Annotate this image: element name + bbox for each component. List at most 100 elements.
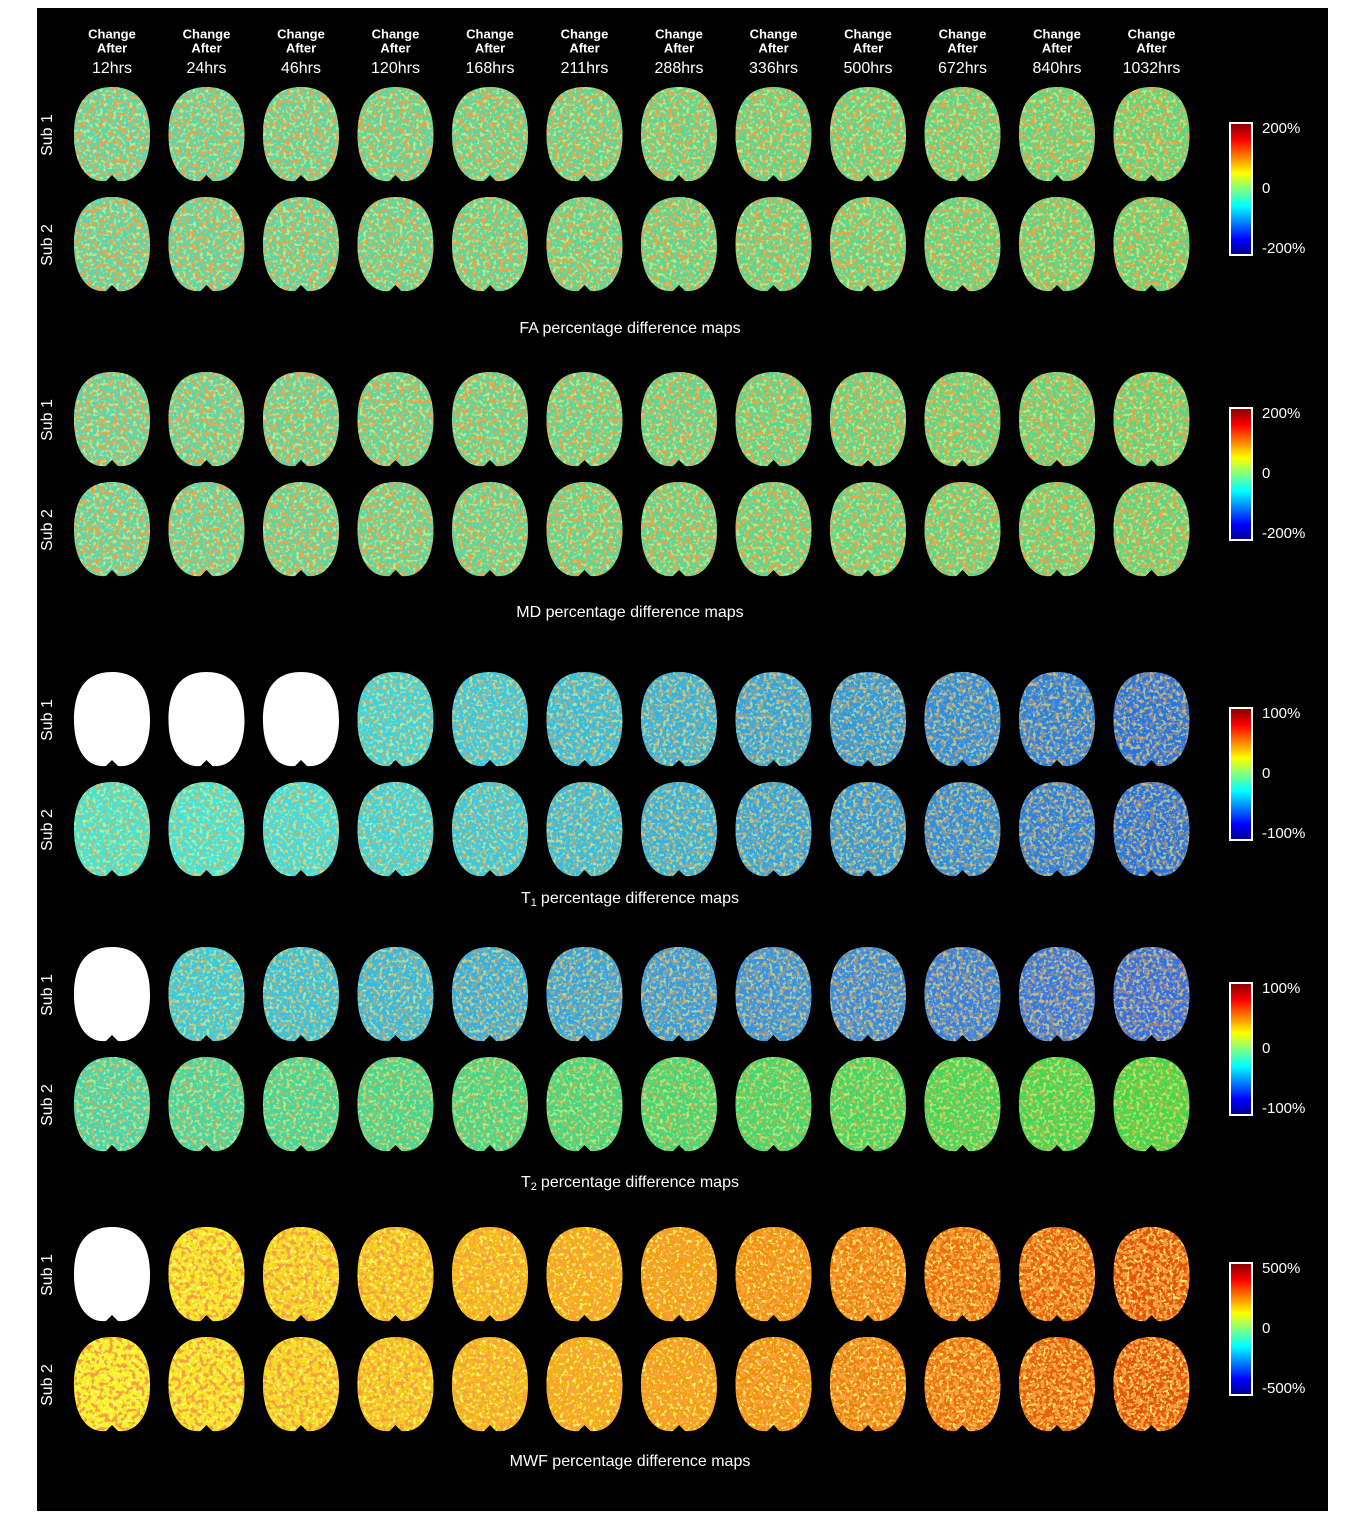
brain-speckle	[736, 482, 812, 576]
brain-map	[1019, 87, 1095, 181]
brain-map	[925, 482, 1001, 576]
brain-speckle	[358, 1057, 434, 1151]
brain-map	[736, 197, 812, 291]
brain-speckle	[641, 87, 717, 181]
brain-speckle	[169, 482, 245, 576]
brain-speckle	[1114, 947, 1190, 1041]
brain-speckle	[736, 87, 812, 181]
brain-map	[830, 87, 906, 181]
brain-speckle	[169, 1337, 245, 1431]
brain-speckle	[1019, 482, 1095, 576]
brain-speckle	[1019, 1057, 1095, 1151]
brain-speckle	[641, 672, 717, 766]
brain-speckle	[736, 1227, 812, 1321]
brain-map	[74, 372, 150, 466]
brain-speckle	[74, 197, 150, 291]
brain-speckle	[736, 782, 812, 876]
brain-map	[641, 782, 717, 876]
brain-speckle	[547, 87, 623, 181]
column-time: 500hrs	[844, 60, 893, 77]
brain-map	[830, 1057, 906, 1151]
brain-map	[925, 87, 1001, 181]
brain-map	[641, 372, 717, 466]
brain-speckle	[1019, 672, 1095, 766]
brain-map	[452, 947, 528, 1041]
caption-subscript: 1	[531, 897, 537, 909]
brain-map	[736, 947, 812, 1041]
brain-map	[641, 197, 717, 291]
colorbar-label: 100%	[1262, 980, 1300, 997]
brain-map	[263, 372, 339, 466]
colorbar-label: -100%	[1262, 825, 1305, 842]
brain-speckle	[641, 482, 717, 576]
colorbar	[1230, 1263, 1252, 1395]
brain-map	[263, 672, 339, 766]
colorbar-label: 200%	[1262, 120, 1300, 137]
brain-map	[263, 482, 339, 576]
brain-map	[925, 782, 1001, 876]
colorbar-label: 0	[1262, 1320, 1270, 1337]
caption-text: percentage difference maps	[541, 890, 739, 907]
brain-map	[736, 87, 812, 181]
brain-speckle	[736, 672, 812, 766]
brain-speckle	[641, 1057, 717, 1151]
column-header: Change	[750, 26, 798, 41]
brain-map	[1114, 672, 1190, 766]
brain-speckle	[641, 1227, 717, 1321]
brain-speckle	[263, 782, 339, 876]
column-header: Change	[466, 26, 514, 41]
brain-speckle	[925, 372, 1001, 466]
colorbar-label: 0	[1262, 765, 1270, 782]
brain-speckle	[263, 1227, 339, 1321]
brain-mask	[74, 1227, 150, 1321]
column-time: 24hrs	[186, 60, 226, 77]
colorbar-label: -500%	[1262, 1380, 1305, 1397]
column-header: Change	[372, 26, 420, 41]
colorbar	[1230, 123, 1252, 255]
brain-map	[358, 1337, 434, 1431]
brain-speckle	[169, 1227, 245, 1321]
brain-speckle	[925, 1057, 1001, 1151]
brain-map	[452, 1337, 528, 1431]
column-header: Change	[655, 26, 703, 41]
column-time: 120hrs	[371, 60, 420, 77]
colorbar-label: 200%	[1262, 405, 1300, 422]
brain-map	[830, 947, 906, 1041]
brain-map	[1114, 1227, 1190, 1321]
brain-speckle	[641, 197, 717, 291]
brain-map	[74, 1057, 150, 1151]
brain-speckle	[358, 197, 434, 291]
column-header: Change	[88, 26, 136, 41]
brain-map	[641, 1337, 717, 1431]
row-label: Sub 2	[39, 509, 56, 551]
brain-speckle	[74, 482, 150, 576]
brain-speckle	[452, 482, 528, 576]
brain-speckle	[263, 1337, 339, 1431]
brain-map	[1114, 1057, 1190, 1151]
brain-speckle	[1114, 197, 1190, 291]
brain-speckle	[641, 947, 717, 1041]
brain-map	[641, 672, 717, 766]
brain-speckle	[358, 1337, 434, 1431]
brain-map	[74, 782, 150, 876]
brain-speckle	[547, 197, 623, 291]
brain-map	[925, 197, 1001, 291]
brain-map	[830, 197, 906, 291]
brain-speckle	[1114, 1057, 1190, 1151]
row-label: Sub 2	[39, 809, 56, 851]
brain-map	[452, 87, 528, 181]
brain-map	[1114, 87, 1190, 181]
column-time: 1032hrs	[1123, 60, 1181, 77]
brain-map	[736, 1337, 812, 1431]
brain-map	[74, 672, 150, 766]
column-header: Change	[277, 26, 325, 41]
brain-speckle	[736, 372, 812, 466]
row-label: Sub 2	[39, 1364, 56, 1406]
brain-speckle	[925, 87, 1001, 181]
brain-speckle	[452, 947, 528, 1041]
brain-speckle	[830, 482, 906, 576]
brain-speckle	[1019, 197, 1095, 291]
brain-speckle	[1114, 482, 1190, 576]
brain-speckle	[1019, 1337, 1095, 1431]
brain-speckle	[358, 947, 434, 1041]
